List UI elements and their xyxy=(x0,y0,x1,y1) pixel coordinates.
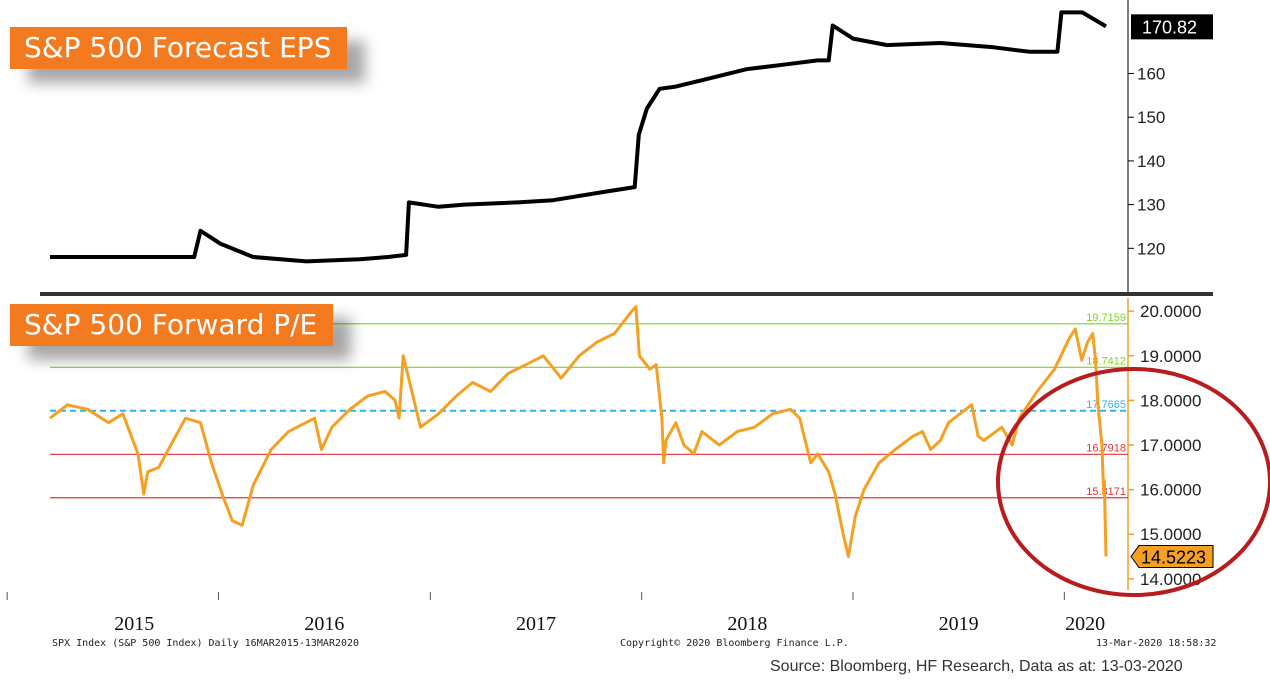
pe-last-value-box xyxy=(1130,545,1214,569)
eps-last-value-box xyxy=(1131,14,1213,40)
x-axis: 2015 2016 2017 2018 2019 2020 xyxy=(6,592,1105,635)
eps-title-badge: S&P 500 Forecast EPS xyxy=(10,27,348,69)
x-axis-tick-label: 2017 xyxy=(516,613,556,635)
pe-reference-label-+2sd: 19.7159 xyxy=(1086,312,1126,324)
pe-y-tick-label: 19.0000 xyxy=(1140,347,1201,366)
pe-title-badge: S&P 500 Forward P/E xyxy=(10,304,334,346)
highlight-circle xyxy=(996,367,1270,597)
copyright-footer: Copyright© 2020 Bloomberg Finance L.P. xyxy=(620,638,849,649)
x-axis-tick-label: 2018 xyxy=(727,613,767,635)
pe-y-tick-label: 18.0000 xyxy=(1140,391,1201,410)
eps-y-tick-label: 150 xyxy=(1137,108,1165,127)
x-axis-tick-label: 2019 xyxy=(939,613,979,635)
pe-y-tick-label: 20.0000 xyxy=(1140,302,1201,321)
eps-y-tick-label: 160 xyxy=(1137,65,1165,84)
pe-y-tick-label: 14.0000 xyxy=(1140,570,1201,589)
pe-y-tick-label: 16.0000 xyxy=(1140,481,1201,500)
eps-last-value-label: 170.82 xyxy=(1142,17,1197,37)
index-info-footer: SPX Index (S&P 500 Index) Daily 16MAR201… xyxy=(52,638,360,649)
pe-y-tick-label: 15.0000 xyxy=(1140,525,1201,544)
eps-series-line xyxy=(50,10,1108,264)
x-axis-tick-label: 2015 xyxy=(114,613,154,635)
pe-last-value-label: 14.5223 xyxy=(1141,548,1206,568)
eps-chart: 120 130 140 150 160 170.82 xyxy=(50,10,1213,264)
pe-reference-label-+1sd: 18.7412 xyxy=(1086,355,1126,367)
pe-chart: 19.7159 18.7412 17.7665 16.7918 15.8171 14.00… xyxy=(49,302,1214,589)
eps-y-tick-label: 140 xyxy=(1137,152,1165,171)
x-axis-tick-label: 2016 xyxy=(304,613,344,635)
pe-reference-label--1sd: 16.7918 xyxy=(1086,442,1126,454)
x-axis-tick-label: 2020 xyxy=(1065,613,1105,635)
eps-y-tick-label: 130 xyxy=(1137,196,1165,215)
eps-y-tick-label: 120 xyxy=(1137,239,1165,258)
pe-reference-label-mean: 17.7665 xyxy=(1086,399,1126,411)
timestamp-footer: 13-Mar-2020 18:58:32 xyxy=(1096,638,1217,649)
pe-reference-label--2sd: 15.8171 xyxy=(1086,486,1126,498)
pe-y-tick-label: 17.0000 xyxy=(1140,436,1201,455)
pe-series-line xyxy=(49,305,1108,558)
source-note: Source: Bloomberg, HF Research, Data as … xyxy=(770,658,1183,675)
